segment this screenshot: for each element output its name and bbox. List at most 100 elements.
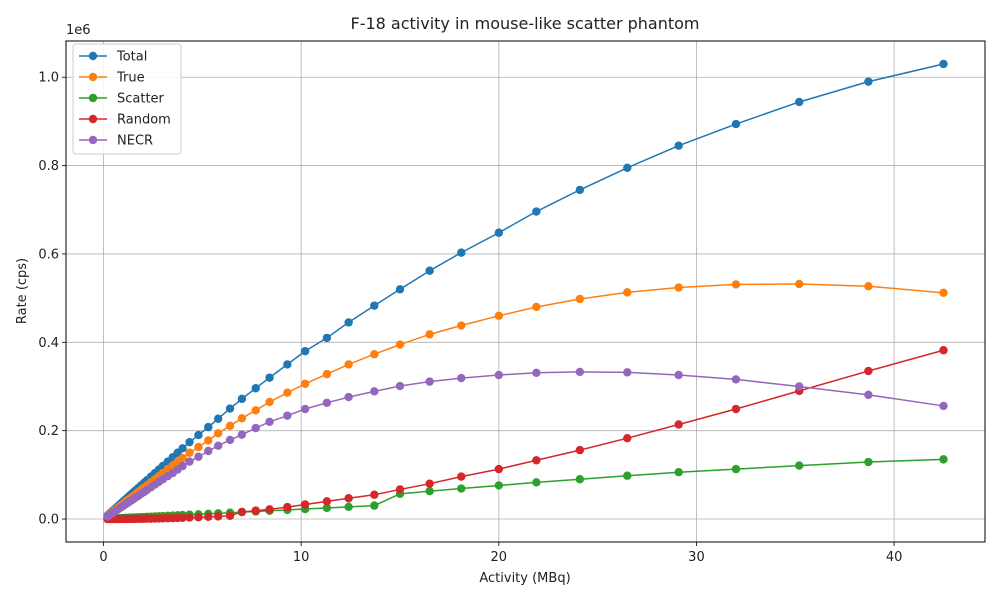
data-point-total: [370, 301, 379, 310]
data-point-random: [731, 404, 741, 414]
data-point-true: [395, 340, 405, 349]
legend-label: NECR: [117, 134, 153, 149]
data-point-random: [237, 507, 247, 517]
data-point-true: [185, 448, 194, 457]
data-point-random: [322, 497, 332, 506]
legend-entry-necr: NECR: [79, 134, 153, 149]
series-layer: [103, 59, 948, 524]
data-point-necr: [178, 461, 187, 471]
data-point-scatter: [864, 457, 873, 467]
data-point-random: [225, 511, 235, 520]
data-point-random: [300, 500, 310, 509]
data-point-random: [265, 505, 274, 514]
legend-swatch-marker: [88, 114, 98, 124]
data-point-scatter: [795, 461, 804, 470]
grid: [66, 41, 985, 542]
data-point-necr: [237, 430, 247, 439]
data-point-scatter: [494, 481, 504, 490]
data-point-total: [425, 266, 434, 275]
data-point-necr: [623, 368, 632, 377]
data-point-necr: [370, 387, 379, 396]
data-point-true: [731, 280, 741, 289]
y-tick-label: 0.6: [38, 247, 59, 262]
data-point-necr: [674, 370, 683, 380]
data-point-true: [204, 436, 213, 445]
data-point-necr: [795, 382, 804, 391]
data-point-true: [225, 421, 235, 431]
data-point-true: [939, 288, 948, 298]
data-point-necr: [322, 398, 332, 408]
data-point-true: [425, 330, 434, 339]
x-axis-label: Activity (MBq): [479, 571, 570, 586]
data-point-true: [457, 321, 466, 330]
data-point-total: [864, 77, 873, 86]
legend-box: [72, 43, 182, 155]
data-point-total: [204, 422, 213, 432]
data-point-random: [864, 366, 873, 376]
y-axis: 0.0 0.2 0.4 0.6 0.8 1.0: [38, 71, 66, 528]
data-point-necr: [225, 435, 235, 445]
data-point-scatter: [322, 503, 332, 513]
data-point-necr: [395, 381, 405, 391]
x-tick-label: 40: [886, 550, 903, 565]
data-point-total: [265, 373, 274, 382]
data-point-true: [795, 279, 804, 289]
data-point-true: [237, 414, 247, 423]
y-tick-label: 0.4: [38, 336, 59, 351]
data-point-random: [674, 420, 683, 429]
data-point-total: [494, 228, 504, 237]
data-point-necr: [185, 457, 194, 466]
legend-entry-total: Total: [79, 50, 147, 65]
data-point-necr: [532, 368, 541, 377]
data-point-total: [213, 414, 223, 423]
data-point-necr: [425, 377, 434, 386]
y-tick-label: 1.0: [38, 71, 59, 86]
data-point-total: [674, 141, 683, 150]
data-point-random: [370, 490, 379, 499]
data-point-necr: [575, 367, 585, 377]
data-point-true: [864, 282, 873, 291]
data-point-true: [251, 406, 260, 415]
data-point-necr: [204, 446, 213, 456]
legend-swatch-marker: [88, 93, 98, 103]
data-point-total: [344, 318, 353, 327]
data-point-total: [178, 444, 187, 453]
data-point-random: [178, 513, 187, 522]
x-tick-label: 20: [491, 550, 508, 565]
data-point-true: [178, 453, 187, 463]
data-point-scatter: [623, 471, 632, 480]
data-point-scatter: [532, 478, 541, 487]
data-point-random: [204, 512, 213, 522]
legend-label: True: [116, 71, 145, 86]
data-point-random: [344, 494, 353, 503]
data-point-true: [283, 388, 292, 397]
legend-swatch-marker: [88, 72, 98, 82]
data-point-total: [623, 163, 632, 172]
data-point-total: [237, 394, 247, 404]
x-tick-label: 30: [688, 550, 705, 565]
data-point-random: [425, 479, 434, 488]
chart-title: F-18 activity in mouse-like scatter phan…: [350, 14, 699, 33]
data-point-random: [575, 445, 585, 455]
data-point-total: [395, 285, 405, 294]
legend: Total True Scatter Random NECR: [72, 43, 182, 155]
legend-entry-true: True: [79, 71, 145, 86]
data-point-scatter: [457, 484, 466, 493]
data-point-true: [575, 294, 585, 304]
data-point-true: [213, 429, 223, 438]
data-point-true: [194, 442, 203, 452]
data-point-scatter: [731, 464, 741, 474]
data-point-total: [532, 207, 541, 216]
data-point-true: [344, 360, 353, 369]
x-axis: 0 10 20 30 40: [99, 542, 902, 565]
data-point-scatter: [575, 475, 585, 484]
data-point-necr: [194, 452, 203, 461]
y-axis-label: Rate (cps): [15, 258, 30, 324]
data-point-necr: [864, 390, 873, 400]
data-point-true: [370, 350, 379, 359]
data-point-true: [532, 302, 541, 312]
y-tick-label: 0.0: [38, 513, 59, 528]
x-tick-label: 0: [99, 550, 107, 565]
data-point-scatter: [939, 455, 948, 464]
